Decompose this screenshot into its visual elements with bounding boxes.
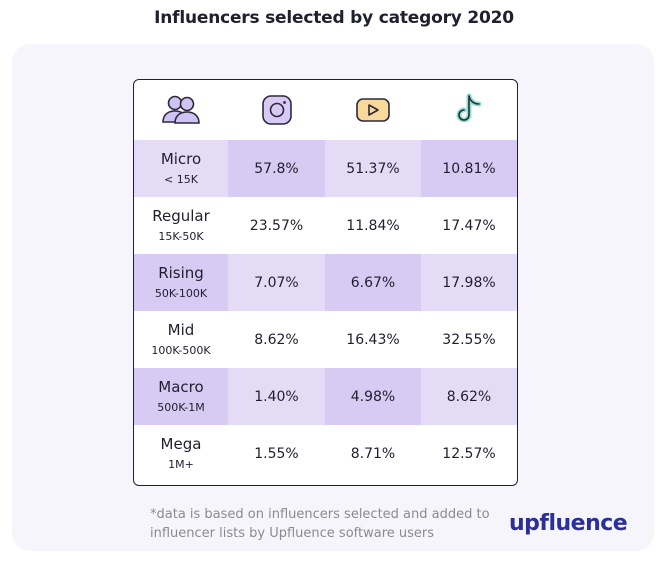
instagram-value: 1.55% [254,445,299,462]
table-row: Micro < 15K 57.8% 51.37% 10.81% [134,140,517,197]
category-range: 15K-50K [158,230,204,243]
tiktok-value: 17.47% [442,217,496,234]
table-row: Macro 500K-1M 1.40% 4.98% 8.62% [134,368,517,425]
instagram-value: 23.57% [249,217,304,234]
category-range: < 15K [164,173,198,186]
tiktok-value: 8.62% [446,388,492,405]
youtube-value: 16.43% [346,331,400,348]
instagram-icon [228,80,325,140]
data-table: Micro < 15K 57.8% 51.37% 10.81% Regular … [133,79,518,486]
tiktok-value: 10.81% [421,140,517,197]
logo-text: upfluence [509,511,628,536]
tiktok-value: 32.55% [442,331,496,348]
instagram-value: 8.62% [254,331,299,348]
table-row: Mid 100K-500K 8.62% 16.43% 32.55% [134,311,517,368]
upfluence-logo: upfluence [509,511,628,536]
table-row: Rising 50K-100K 7.07% 6.67% 17.98% [134,254,517,311]
footnote: *data is based on influencers selected a… [150,507,490,541]
youtube-value: 4.98% [325,368,421,425]
category-name: Regular [152,207,210,225]
category-range: 50K-100K [154,287,208,300]
tiktok-value: 12.57% [442,445,496,462]
tiktok-icon [421,80,517,140]
category-cell: Rising 50K-100K [134,254,228,311]
category-name: Rising [158,264,204,282]
people-icon [134,80,228,140]
category-cell: Macro 500K-1M [134,368,228,425]
category-range: 1M+ [168,458,194,471]
category-name: Mid [167,321,195,339]
header-row [134,80,517,140]
table-row: Mega 1M+ 1.55% 8.71% 12.57% [134,425,517,482]
instagram-value: 57.8% [228,140,325,197]
youtube-value: 11.84% [346,217,400,234]
category-cell: Mega 1M+ [134,425,228,482]
category-cell: Micro < 15K [134,140,228,197]
instagram-value: 7.07% [254,274,299,291]
chart-title: Influencers selected by category 2020 [154,8,514,28]
category-name: Macro [158,378,204,396]
category-range: 100K-500K [151,344,211,357]
category-name: Mega [160,435,202,453]
youtube-icon [325,80,421,140]
category-range: 500K-1M [157,401,205,414]
table-row: Regular 15K-50K 23.57% 11.84% 17.47% [134,197,517,254]
category-cell: Regular 15K-50K [134,197,228,254]
tiktok-value: 17.98% [442,274,496,291]
instagram-value: 1.40% [254,388,299,405]
youtube-value: 51.37% [346,160,400,177]
category-name: Micro [160,150,202,168]
youtube-value: 8.71% [350,445,396,462]
category-cell: Mid 100K-500K [134,311,228,368]
youtube-value: 6.67% [325,254,421,311]
